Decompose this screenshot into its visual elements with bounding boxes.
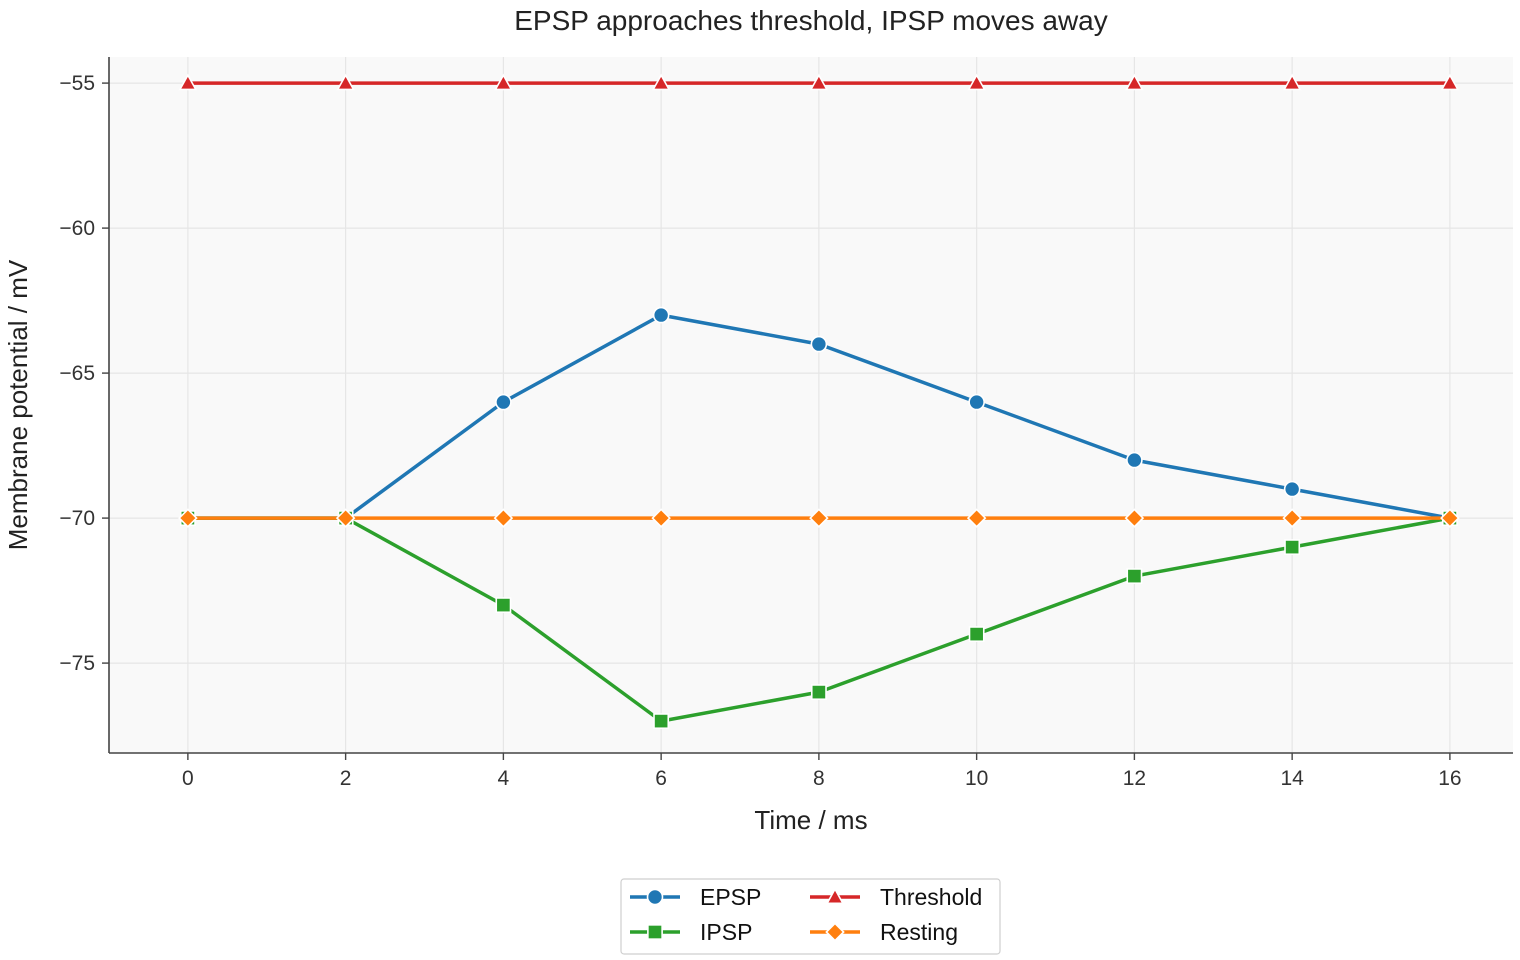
data-point (1440, 508, 1460, 528)
data-point (1284, 539, 1301, 556)
data-point (1126, 451, 1143, 469)
legend-item-ipsp: IPSP (630, 919, 752, 945)
x-tick-label: 16 (1438, 767, 1461, 790)
data-point (1126, 568, 1143, 585)
x-tick-label: 4 (498, 767, 510, 790)
legend-marker (825, 922, 845, 942)
legend-marker (646, 888, 664, 906)
data-point (653, 713, 670, 730)
x-tick-label: 10 (965, 767, 988, 790)
data-point (335, 508, 356, 528)
data-point (809, 73, 829, 91)
data-point (651, 508, 671, 528)
data-point (493, 508, 514, 528)
legend-label: Resting (880, 919, 958, 945)
legend-item-epsp: EPSP (630, 884, 761, 910)
data-point (968, 626, 985, 643)
data-point (494, 73, 513, 91)
y-tick-label: −65 (59, 362, 95, 385)
data-point (178, 508, 198, 528)
chart-title: EPSP approaches threshold, IPSP moves aw… (514, 5, 1108, 36)
data-point (178, 73, 198, 91)
data-point (810, 335, 828, 353)
data-point (810, 684, 827, 701)
data-point (966, 508, 987, 528)
x-tick-label: 14 (1280, 767, 1304, 790)
x-tick-label: 2 (340, 767, 352, 790)
legend-marker (825, 887, 845, 905)
data-point (1282, 508, 1302, 528)
data-point (968, 393, 985, 411)
y-axis-label: Membrane potential / mV (3, 259, 33, 550)
x-tick-label: 8 (813, 767, 825, 790)
data-point (1124, 508, 1145, 528)
legend-item-resting: Resting (810, 919, 958, 945)
data-point (967, 73, 986, 91)
data-point (495, 597, 512, 614)
x-axis-label: Time / ms (754, 805, 867, 835)
data-point (809, 508, 829, 528)
data-point (1440, 73, 1460, 91)
y-tick-label: −55 (59, 72, 95, 95)
legend-item-threshold: Threshold (810, 884, 982, 910)
axes: 0 2 4 6 8 10 12 14 16 −75 −70 −65 −60 −55 (59, 57, 1513, 790)
x-tick-label: 6 (655, 767, 667, 790)
legend-label: EPSP (700, 884, 761, 910)
data-point (1282, 73, 1302, 91)
x-tick-label: 12 (1123, 767, 1146, 790)
y-tick-label: −60 (59, 217, 95, 240)
y-tick-label: −75 (59, 652, 95, 675)
legend-box (620, 878, 1001, 955)
series-threshold (178, 73, 1460, 91)
data-point (651, 73, 671, 91)
legend-label: IPSP (700, 919, 752, 945)
data-point (1125, 73, 1144, 91)
y-tick-label: −70 (59, 507, 95, 530)
data-point (1283, 480, 1301, 498)
legend-marker (647, 924, 663, 940)
series-layer (178, 73, 1460, 730)
legend: EPSP IPSP Threshold Resting (620, 878, 1001, 955)
data-point (336, 73, 355, 91)
data-point (495, 393, 512, 411)
series-resting (178, 508, 1460, 528)
x-tick-label: 0 (182, 767, 194, 790)
data-point (652, 306, 670, 324)
legend-label: Threshold (880, 884, 982, 910)
plot-area (109, 57, 1513, 753)
